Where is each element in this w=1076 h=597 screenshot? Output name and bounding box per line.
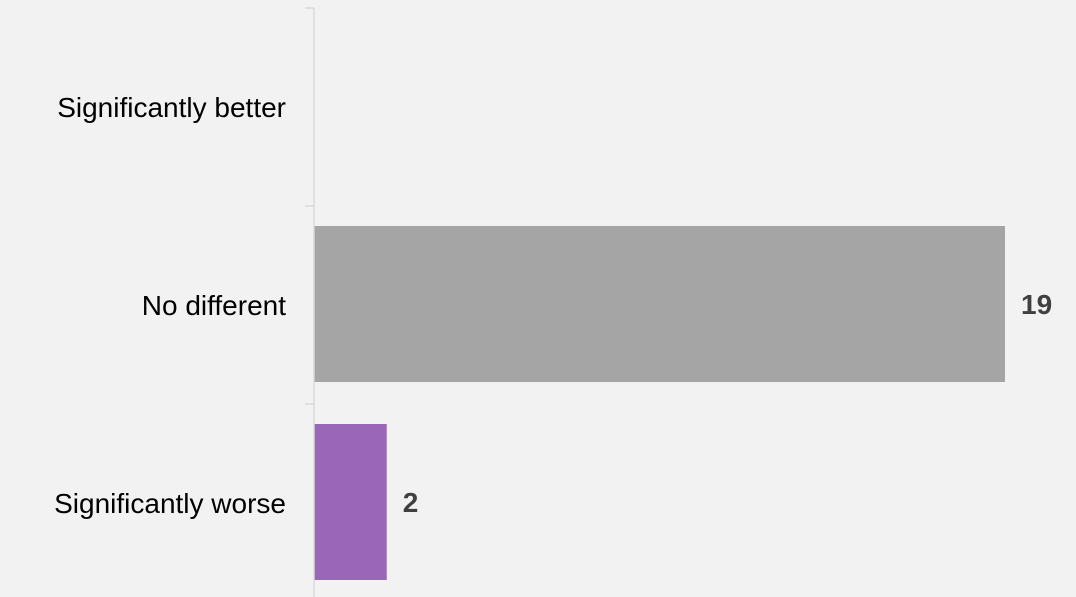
bar xyxy=(314,226,1005,382)
data-label: 2 xyxy=(403,487,419,518)
data-label: 19 xyxy=(1021,289,1052,320)
bars-group xyxy=(314,226,1005,580)
category-axis xyxy=(305,7,315,597)
category-label: Significantly worse xyxy=(54,488,286,519)
category-label: Significantly better xyxy=(57,92,286,123)
category-label: No different xyxy=(142,290,286,321)
bar xyxy=(314,424,387,580)
category-labels: Significantly better No different Signific… xyxy=(54,92,286,519)
value-labels: 19 2 xyxy=(403,289,1052,518)
